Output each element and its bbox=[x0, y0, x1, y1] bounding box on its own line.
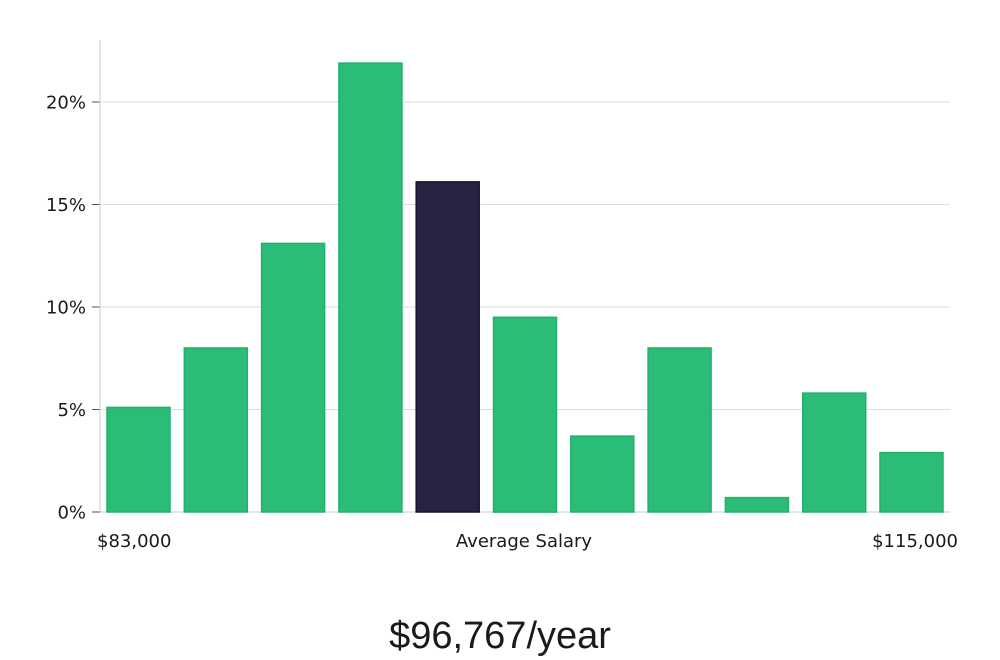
x-labels: $83,000 Average Salary $115,000 bbox=[97, 531, 958, 552]
x-label-average: Average Salary bbox=[456, 531, 593, 552]
bar bbox=[724, 496, 790, 513]
bar bbox=[647, 347, 712, 513]
bar bbox=[801, 392, 867, 513]
bar bbox=[183, 347, 249, 513]
y-tick-label: 20% bbox=[46, 93, 86, 114]
y-tick-label: 5% bbox=[57, 400, 86, 421]
bar bbox=[492, 316, 558, 513]
y-tick-label: 10% bbox=[46, 298, 86, 319]
bar bbox=[570, 435, 635, 513]
average-salary-value: $96,767/year bbox=[389, 615, 611, 657]
x-label-max: $115,000 bbox=[872, 531, 958, 552]
y-tick-labels: 0% 5% 10% 15% 20% bbox=[46, 93, 86, 524]
x-label-min: $83,000 bbox=[97, 531, 171, 552]
bars bbox=[106, 62, 944, 513]
y-tick-label: 15% bbox=[46, 195, 86, 216]
bar bbox=[879, 451, 944, 513]
bar-average bbox=[415, 181, 480, 513]
bar bbox=[260, 242, 326, 513]
bar bbox=[338, 62, 403, 513]
bar bbox=[106, 406, 171, 513]
y-tick-label: 0% bbox=[57, 503, 86, 524]
